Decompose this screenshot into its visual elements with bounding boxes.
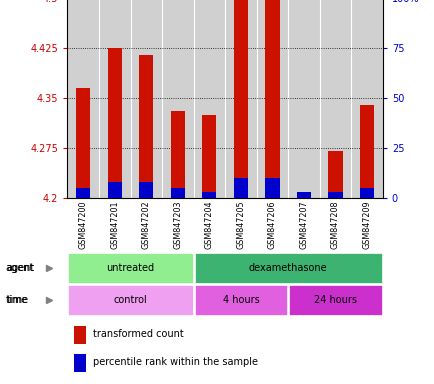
Bar	[296, 192, 310, 198]
Bar	[76, 188, 90, 198]
Text: GSM847206: GSM847206	[267, 200, 276, 249]
Bar	[202, 114, 216, 198]
FancyBboxPatch shape	[68, 253, 192, 283]
Text: GSM847209: GSM847209	[362, 200, 371, 249]
Text: percentile rank within the sample: percentile rank within the sample	[92, 357, 257, 367]
Bar	[139, 55, 153, 198]
Text: time: time	[5, 295, 27, 306]
Text: GSM847208: GSM847208	[330, 200, 339, 249]
Bar	[359, 104, 373, 198]
Text: 24 hours: 24 hours	[313, 295, 356, 306]
Text: GSM847204: GSM847204	[204, 200, 214, 249]
Text: 4 hours: 4 hours	[222, 295, 259, 306]
Text: GSM847201: GSM847201	[110, 200, 119, 249]
Text: transformed count: transformed count	[92, 329, 183, 339]
Text: untreated: untreated	[106, 263, 154, 273]
Bar	[328, 192, 342, 198]
Bar	[170, 111, 184, 198]
Bar	[265, 0, 279, 198]
Bar	[107, 182, 122, 198]
Bar	[170, 188, 184, 198]
Bar	[328, 151, 342, 198]
Text: control: control	[113, 295, 147, 306]
Bar	[265, 178, 279, 198]
Text: agent: agent	[5, 263, 33, 273]
Bar	[107, 48, 122, 198]
FancyBboxPatch shape	[194, 285, 286, 316]
Bar	[202, 192, 216, 198]
Bar	[139, 182, 153, 198]
Text: GSM847205: GSM847205	[236, 200, 245, 249]
FancyBboxPatch shape	[194, 253, 381, 283]
Bar	[233, 178, 247, 198]
Text: dexamethasone: dexamethasone	[248, 263, 327, 273]
Text: GSM847200: GSM847200	[79, 200, 88, 249]
Bar	[74, 354, 86, 372]
Bar	[76, 88, 90, 198]
Text: agent: agent	[7, 263, 35, 273]
Text: GSM847202: GSM847202	[141, 200, 151, 249]
Text: GSM847207: GSM847207	[299, 200, 308, 249]
FancyBboxPatch shape	[68, 285, 192, 316]
Text: time: time	[7, 295, 29, 306]
Bar	[233, 0, 247, 198]
Bar	[359, 188, 373, 198]
Text: GSM847203: GSM847203	[173, 200, 182, 249]
Bar	[296, 197, 310, 198]
FancyBboxPatch shape	[289, 285, 381, 316]
Bar	[74, 326, 86, 344]
